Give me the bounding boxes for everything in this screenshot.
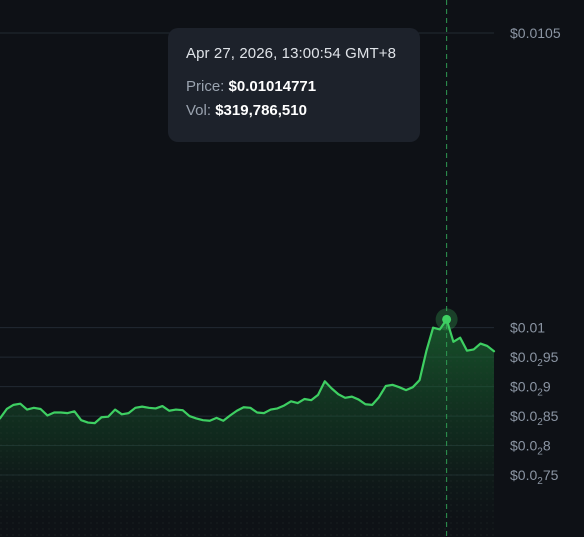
price-line xyxy=(0,318,496,425)
y-tick-label-3: $0.029 xyxy=(510,379,551,399)
y-tick-label-1: $0.01 xyxy=(510,320,545,336)
area-fill-group xyxy=(0,319,494,537)
y-axis-ticks: $0.0105 $0.01 $0.0295 $0.029 $0.0285 $0.028 $0… xyxy=(510,25,561,487)
crosshair-group xyxy=(435,0,458,537)
y-tick-label-0: $0.0105 xyxy=(510,25,561,41)
y-tick-label-6: $0.0275 xyxy=(510,467,559,487)
tooltip-volume-row: Vol: $319,786,510 xyxy=(186,102,420,119)
tooltip-date: Apr 27, 2026, 13:00:54 GMT+8 xyxy=(186,45,397,62)
highlight-point xyxy=(442,314,452,324)
area-dot-texture xyxy=(0,319,494,537)
y-tick-label-4: $0.0285 xyxy=(510,408,559,428)
y-tick-label-2: $0.0295 xyxy=(510,349,559,369)
tooltip-price-value: $0.01014771 xyxy=(228,78,317,95)
tooltip-volume-label: Vol: xyxy=(186,102,212,119)
tooltip-volume-value: $319,786,510 xyxy=(215,102,307,119)
tooltip-price-label: Price: xyxy=(186,78,225,95)
tooltip-price-row: Price: $0.01014771 xyxy=(186,78,420,95)
price-line-group xyxy=(0,318,496,425)
y-tick-label-5: $0.028 xyxy=(510,438,551,458)
hover-tooltip: Apr 27, 2026, 13:00:54 GMT+8 Price: $0.0… xyxy=(168,28,420,142)
